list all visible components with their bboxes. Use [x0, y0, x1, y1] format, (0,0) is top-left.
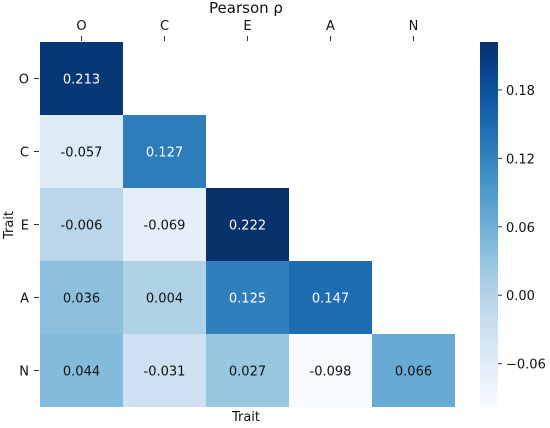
y-tick-label: O [19, 73, 29, 88]
heatmap-cell [206, 188, 289, 261]
cell-value-label: 0.066 [395, 365, 432, 380]
x-tick-label: A [326, 19, 335, 34]
heatmap-cell [40, 261, 123, 334]
heatmap-cell [372, 334, 455, 407]
heatmap-cell [206, 334, 289, 407]
chart-title: Pearson ρ [209, 0, 283, 17]
heatmap-cell [40, 115, 123, 188]
cell-value-label: -0.031 [144, 365, 186, 380]
cell-value-label: 0.027 [229, 365, 266, 380]
x-axis-title: Trait [231, 410, 260, 425]
x-tick-label: E [243, 19, 251, 34]
heatmap-cell [40, 334, 123, 407]
cell-value-label: 0.044 [63, 365, 100, 380]
x-tick-label: C [160, 19, 169, 34]
cell-value-label: 0.213 [63, 73, 100, 88]
heatmap-cells: 0.213 -0.057 0.127 -0.006 -0.069 0.222 0.036 0.… [40, 42, 455, 407]
colorbar-tick-label: −0.06 [506, 358, 546, 373]
colorbar-gradient [480, 42, 498, 407]
cell-value-label: 0.036 [63, 292, 100, 307]
heatmap-cell [40, 188, 123, 261]
y-tick-label: A [20, 292, 29, 307]
cell-value-label: 0.125 [229, 292, 266, 307]
y-tick-label: E [21, 219, 29, 234]
y-axis-left: O C E A N [19, 73, 39, 380]
x-tick-label: O [76, 19, 86, 34]
cell-value-label: -0.098 [310, 365, 352, 380]
heatmap-cell [123, 115, 206, 188]
cell-value-label: -0.006 [61, 219, 103, 234]
cell-value-label: 0.222 [229, 219, 266, 234]
y-tick-label: C [20, 146, 29, 161]
heatmap-cell [123, 261, 206, 334]
colorbar-tick-label: 0.18 [506, 84, 535, 99]
heatmap-cell [289, 261, 372, 334]
cell-value-label: 0.127 [146, 146, 183, 161]
y-axis-title: Trait [2, 211, 17, 240]
cell-value-label: 0.004 [146, 292, 183, 307]
heatmap-cell [123, 188, 206, 261]
heatmap-cell [40, 42, 123, 115]
heatmap-cell [206, 261, 289, 334]
colorbar: −0.06 0.00 0.06 0.12 0.18 [480, 42, 546, 407]
heatmap-cell [123, 334, 206, 407]
x-tick-label: N [409, 19, 419, 34]
cell-value-label: 0.147 [312, 292, 349, 307]
heatmap-cell [289, 334, 372, 407]
cell-value-label: -0.069 [144, 219, 186, 234]
y-tick-label: N [19, 365, 29, 380]
colorbar-tick-label: 0.06 [506, 221, 535, 236]
colorbar-tick-label: 0.12 [506, 152, 535, 167]
colorbar-tick-label: 0.00 [506, 289, 535, 304]
cell-value-label: -0.057 [61, 146, 103, 161]
